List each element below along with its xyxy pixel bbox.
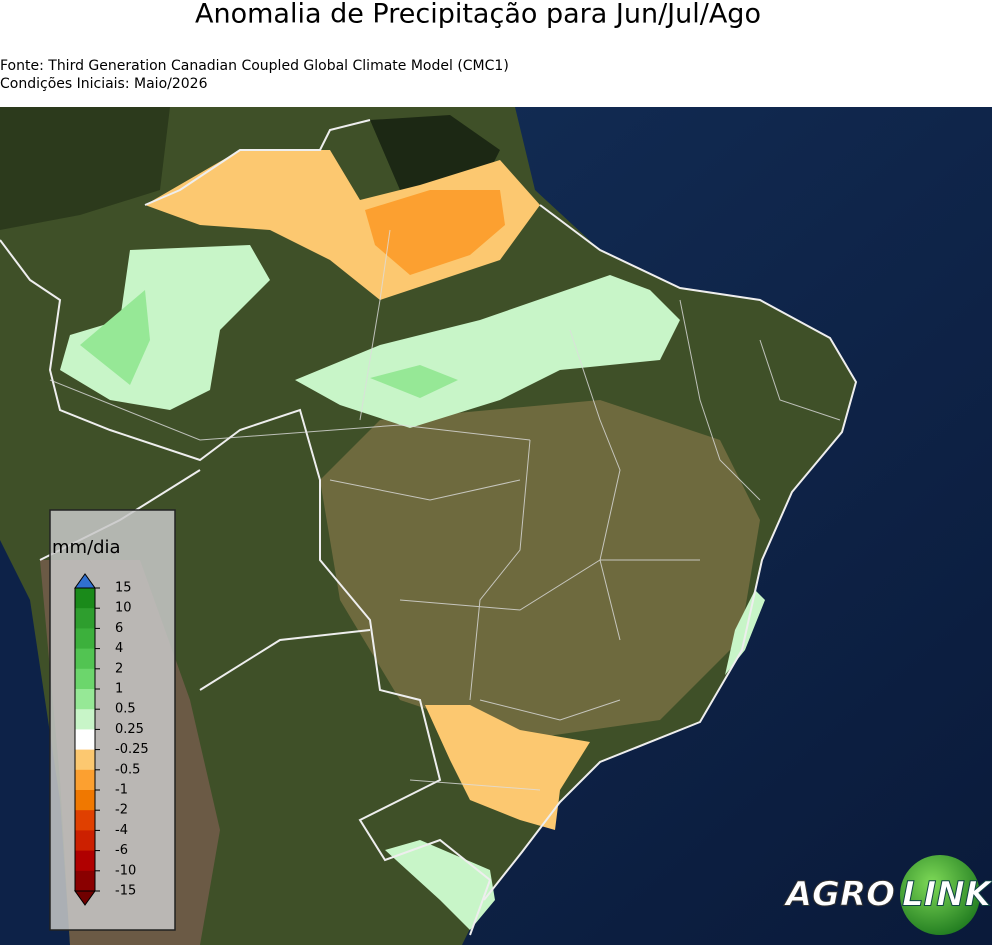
colorbar-tick-label: 2 — [115, 661, 123, 676]
colorbar-segment — [75, 870, 95, 892]
legend-box — [49, 509, 176, 931]
colorbar-tick-label: 6 — [115, 621, 123, 636]
colorbar-frame — [74, 587, 96, 892]
logo-circle — [900, 855, 980, 935]
colorbar-tick-label: -10 — [115, 863, 136, 878]
country-borders — [0, 119, 858, 936]
colorbar-segment — [75, 648, 95, 670]
state-borders — [49, 229, 841, 791]
initial-conditions: Condições Iniciais: Maio/2026 — [0, 76, 208, 92]
colorbar-segment — [75, 790, 95, 811]
colorbar-tick-label: -0.25 — [115, 742, 149, 757]
cerrado — [320, 400, 760, 740]
colorbar-tick-label: 15 — [115, 581, 132, 596]
legend: mm/dia 15 10 6 4 2 1 0.5 0.25 -0.25 -0.5 -1 -2 -4 -6 -… — [49, 509, 176, 931]
colorbar-tick-label: 10 — [115, 601, 132, 616]
colorbar-segment — [75, 769, 95, 791]
colorbar-segment — [75, 608, 95, 629]
source: Fonte: Third Generation Canadian Coupled… — [0, 58, 509, 74]
venezuela — [0, 107, 170, 230]
legend-title: mm/dia — [52, 537, 121, 558]
anomaly-negative-strong — [365, 190, 505, 275]
anomaly-negative — [425, 705, 590, 830]
logo: AGRO LINK — [782, 855, 992, 935]
title: Anomalia de Precipitação para Jun/Jul/Ag… — [195, 0, 761, 30]
colorbar-segment — [75, 850, 95, 872]
colorbar-segment — [75, 668, 95, 690]
colorbar-tick-label: 4 — [115, 641, 123, 656]
colorbar-segment — [75, 628, 95, 650]
colorbar-tick-label: -4 — [115, 823, 128, 838]
colorbar-tick-label: 0.25 — [115, 722, 144, 737]
colorbar-tick-label: -15 — [115, 884, 136, 899]
colorbar-tick-label: -1 — [115, 783, 128, 798]
logo-right: LINK — [902, 875, 992, 915]
logo-left: AGRO — [783, 875, 895, 915]
colorbar-segment — [75, 810, 95, 831]
colorbar-tick-label: -2 — [115, 803, 128, 818]
colorbar-segment — [75, 830, 95, 852]
anomaly-positive-strong — [80, 290, 150, 385]
colorbar-tick-label: -6 — [115, 843, 128, 858]
anomaly-positive — [295, 275, 680, 428]
colorbar-tick-label: -0.5 — [115, 762, 140, 777]
anomaly-positive-strong — [370, 365, 458, 398]
map-area — [0, 107, 992, 945]
colorbar-segment — [75, 729, 95, 751]
colorbar-tick-label: 1 — [115, 682, 123, 697]
colorbar-segment — [75, 588, 95, 609]
colorbar-tick-label: 0.5 — [115, 702, 136, 717]
colorbar: 15 10 6 4 2 1 0.5 0.25 -0.25 -0.5 -1 -2 -4 -6 -10 -15 — [74, 573, 149, 906]
colorbar-segment — [75, 689, 95, 710]
colorbar-segment — [75, 749, 95, 771]
colorbar-segment — [75, 709, 95, 730]
